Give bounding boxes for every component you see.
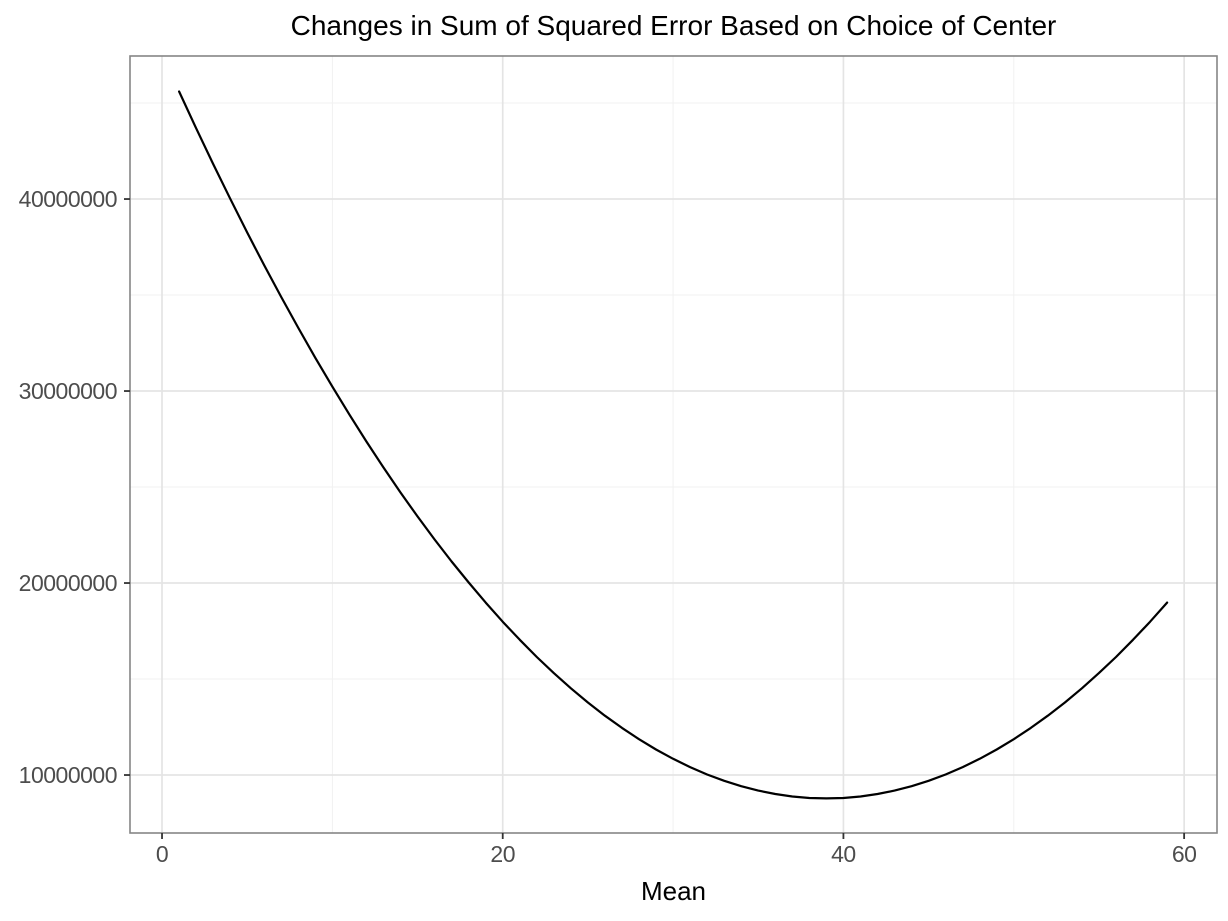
y-tick-label: 30000000 xyxy=(19,378,117,404)
sse-curve xyxy=(178,90,1169,800)
y-tick-label: 10000000 xyxy=(19,762,117,788)
x-axis-title: Mean xyxy=(640,876,707,906)
minor-gridlines xyxy=(130,56,1217,833)
x-tick-label: 60 xyxy=(1172,841,1197,867)
axis-tick-marks xyxy=(124,198,1186,839)
y-tick-label: 20000000 xyxy=(19,570,117,596)
x-tick-label: 40 xyxy=(831,841,856,867)
axis-tick-labels: 0 20 40 60 10000000 20000000 30000000 40000000 xyxy=(19,186,1197,867)
x-tick-label: 20 xyxy=(490,841,515,867)
panel-border xyxy=(129,55,1218,834)
x-tick-label: 0 xyxy=(156,841,168,867)
plot-title: Changes in Sum of Squared Error Based on… xyxy=(290,10,1057,41)
major-gridlines xyxy=(130,56,1217,833)
y-tick-label: 40000000 xyxy=(19,186,117,212)
